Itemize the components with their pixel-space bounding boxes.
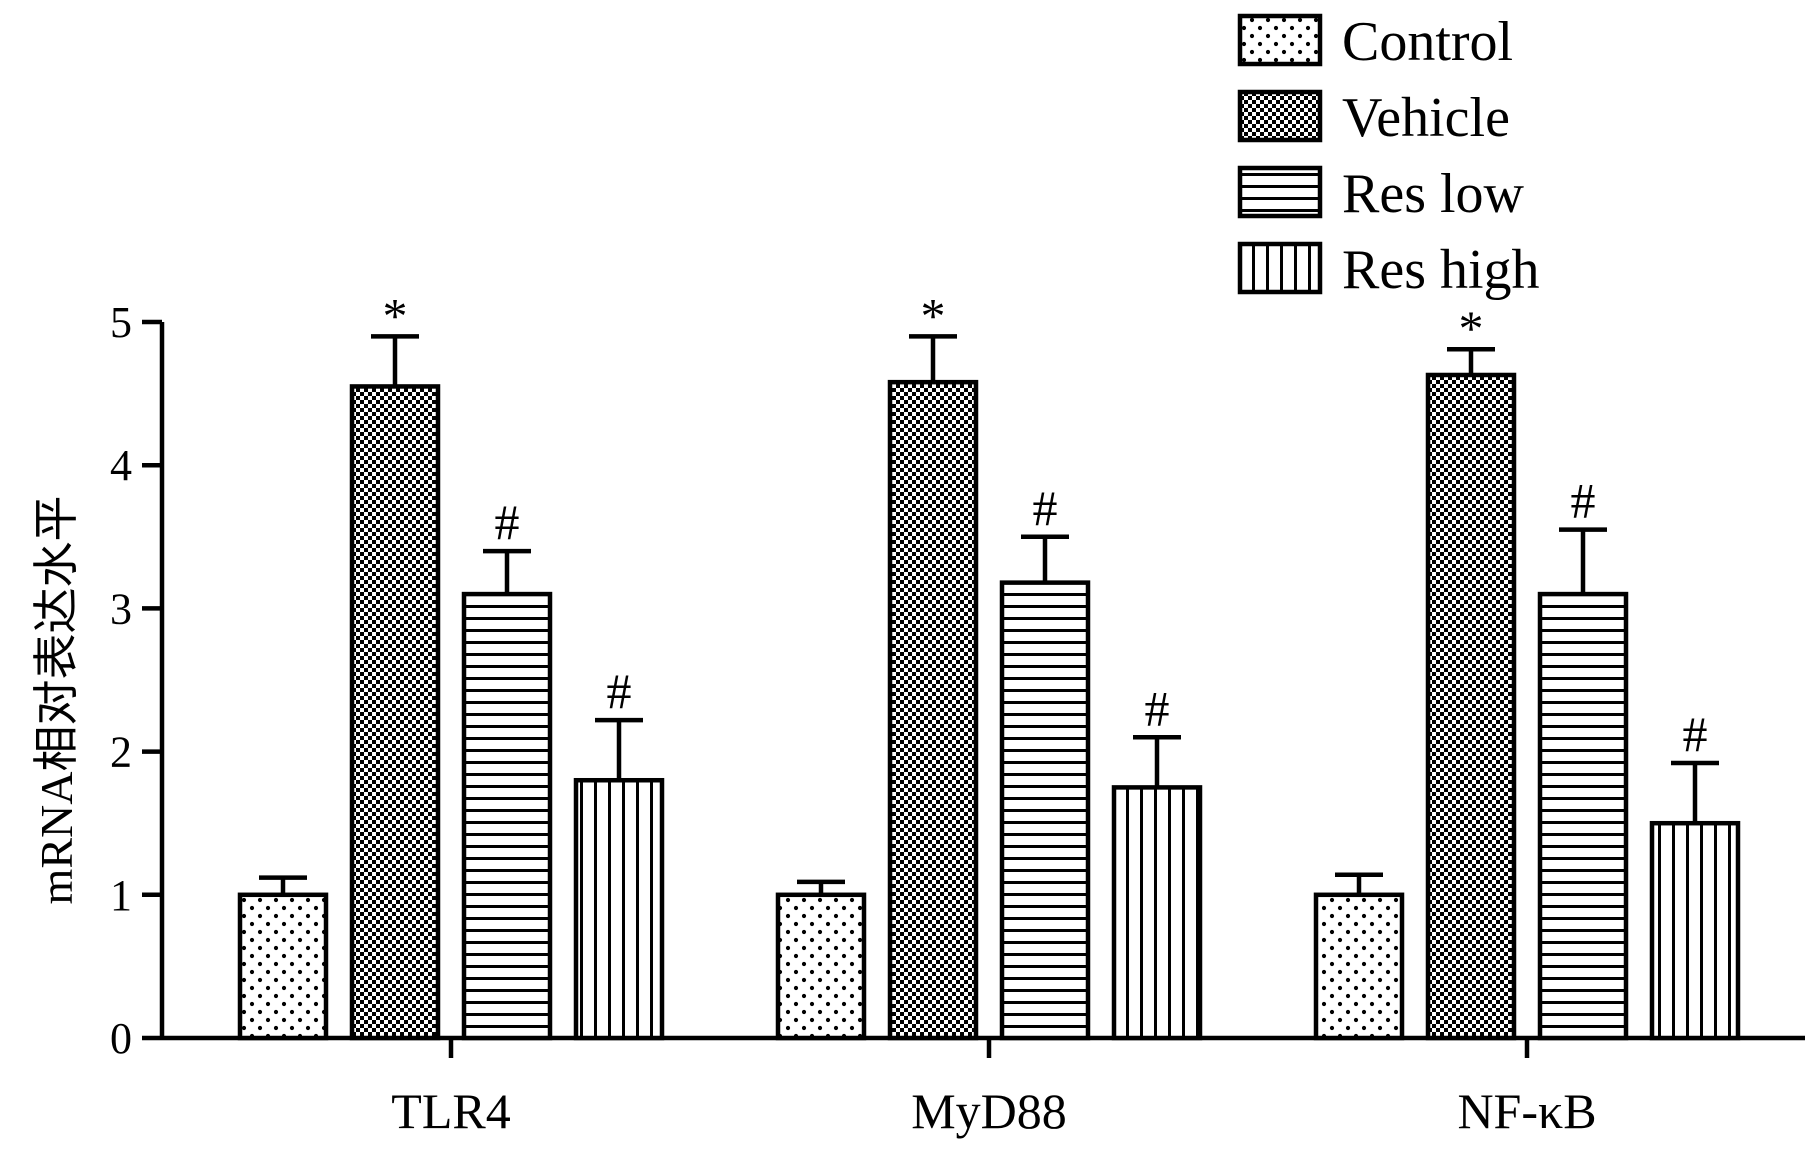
significance-hash: # [1145, 680, 1170, 736]
significance-hash: # [1683, 706, 1708, 762]
legend-swatch [1237, 241, 1323, 295]
legend-label: Res low [1342, 163, 1525, 225]
significance-hash: # [495, 494, 520, 550]
bar [1425, 372, 1517, 1041]
legend-label: Vehicle [1342, 87, 1510, 149]
bar [887, 379, 979, 1041]
legend: Control Vehicle Res low Res high [1237, 11, 1540, 301]
bar [1649, 820, 1741, 1041]
y-tick-label: 3 [110, 584, 132, 633]
bar [1313, 892, 1405, 1041]
y-tick-label: 1 [110, 871, 132, 920]
x-category-label: MyD88 [911, 1083, 1067, 1139]
plot-area: 0 1 2 3 4 5 * # # TLR4 * # # MyD88 * # # NF-κB [110, 287, 1805, 1139]
significance-hash: # [607, 663, 632, 719]
y-tick-label: 5 [110, 298, 132, 347]
bar [1537, 591, 1629, 1041]
bar [775, 892, 867, 1041]
legend-swatch [1237, 165, 1323, 219]
y-tick-label: 0 [110, 1014, 132, 1063]
legend-swatch [1237, 89, 1323, 143]
significance-hash: # [1033, 480, 1058, 536]
legend-label: Res high [1342, 239, 1540, 301]
significance-asterisk: * [1459, 300, 1484, 356]
bar [237, 892, 329, 1041]
x-category-label: NF-κB [1457, 1083, 1596, 1139]
significance-asterisk: * [383, 287, 408, 343]
bar [1111, 785, 1203, 1041]
bar [573, 777, 665, 1041]
y-tick-label: 4 [110, 441, 132, 490]
legend-swatch [1237, 13, 1323, 67]
significance-hash: # [1571, 473, 1596, 529]
y-tick-label: 2 [110, 728, 132, 777]
significance-asterisk: * [921, 287, 946, 343]
y-axis-label: mRNA相对表达水平 [31, 496, 82, 905]
bar [349, 384, 441, 1041]
x-category-label: TLR4 [391, 1083, 510, 1139]
bar [999, 580, 1091, 1041]
legend-label: Control [1342, 11, 1513, 73]
bar [461, 591, 553, 1041]
